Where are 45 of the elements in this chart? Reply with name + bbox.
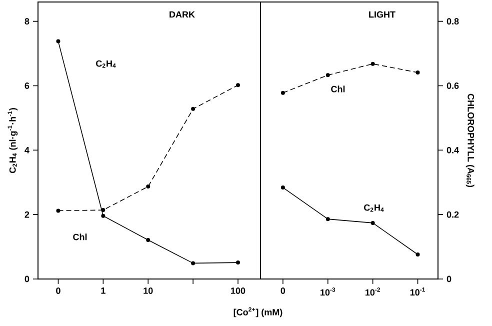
point bbox=[280, 90, 285, 95]
annotation: DARK bbox=[170, 11, 195, 18]
point bbox=[191, 106, 196, 111]
y-tick-label: 4 bbox=[24, 147, 30, 154]
x-axis-title: [Co$^{2+}$] (mM) bbox=[234, 307, 282, 318]
x-tick-label: 10$^{-1}$ bbox=[410, 288, 426, 296]
y-tick-label: 6 bbox=[24, 82, 30, 89]
x-tick-label: 0 bbox=[280, 288, 286, 294]
annotation: LIGHT bbox=[369, 11, 396, 18]
point bbox=[370, 220, 375, 225]
point bbox=[416, 252, 420, 257]
point bbox=[236, 83, 240, 88]
point bbox=[146, 238, 150, 242]
y2-tick-label: 0 bbox=[446, 276, 452, 282]
point bbox=[101, 208, 106, 212]
x-tick-label: 0 bbox=[56, 288, 60, 294]
y2-tick-label: 0.4 bbox=[446, 146, 459, 154]
x-tick-label: 10$^{-2}$ bbox=[365, 288, 380, 296]
x-tick-label: 100 bbox=[231, 288, 246, 294]
point bbox=[326, 217, 330, 222]
point bbox=[101, 214, 106, 218]
annotation: C$_{2}$H$_{4}$ bbox=[364, 204, 384, 212]
y2-axis-title: CHLOROPHYLL (A$_{665}$) bbox=[466, 94, 474, 188]
x-tick-label: 10$^{-3}$ bbox=[320, 288, 336, 296]
point bbox=[416, 70, 420, 75]
y-tick-label: 0 bbox=[24, 276, 30, 282]
point bbox=[280, 186, 285, 190]
point bbox=[191, 261, 196, 266]
annotation: Chl bbox=[331, 86, 345, 92]
point bbox=[56, 208, 60, 213]
y2-tick-label: 0.8 bbox=[446, 18, 459, 25]
annotation: Chl bbox=[73, 234, 87, 240]
text: C$_{2}$H$_{4}$ (nl·g$^{-1}$·h$^{-1}$) bbox=[8, 108, 18, 174]
y2-tick-label: 0.2 bbox=[446, 211, 459, 218]
x-tick-label: 1 bbox=[101, 288, 106, 294]
point bbox=[370, 62, 375, 66]
y2-tick-label: 0.6 bbox=[446, 82, 459, 89]
point bbox=[326, 73, 330, 78]
annotation: C$_{2}$H$_{4}$ bbox=[96, 60, 116, 68]
point bbox=[236, 260, 240, 265]
x-tick-label: 10 bbox=[144, 288, 153, 294]
y-tick-label: 2 bbox=[24, 211, 30, 218]
point bbox=[56, 39, 60, 44]
point bbox=[146, 184, 150, 189]
y-tick-label: 8 bbox=[24, 18, 30, 25]
